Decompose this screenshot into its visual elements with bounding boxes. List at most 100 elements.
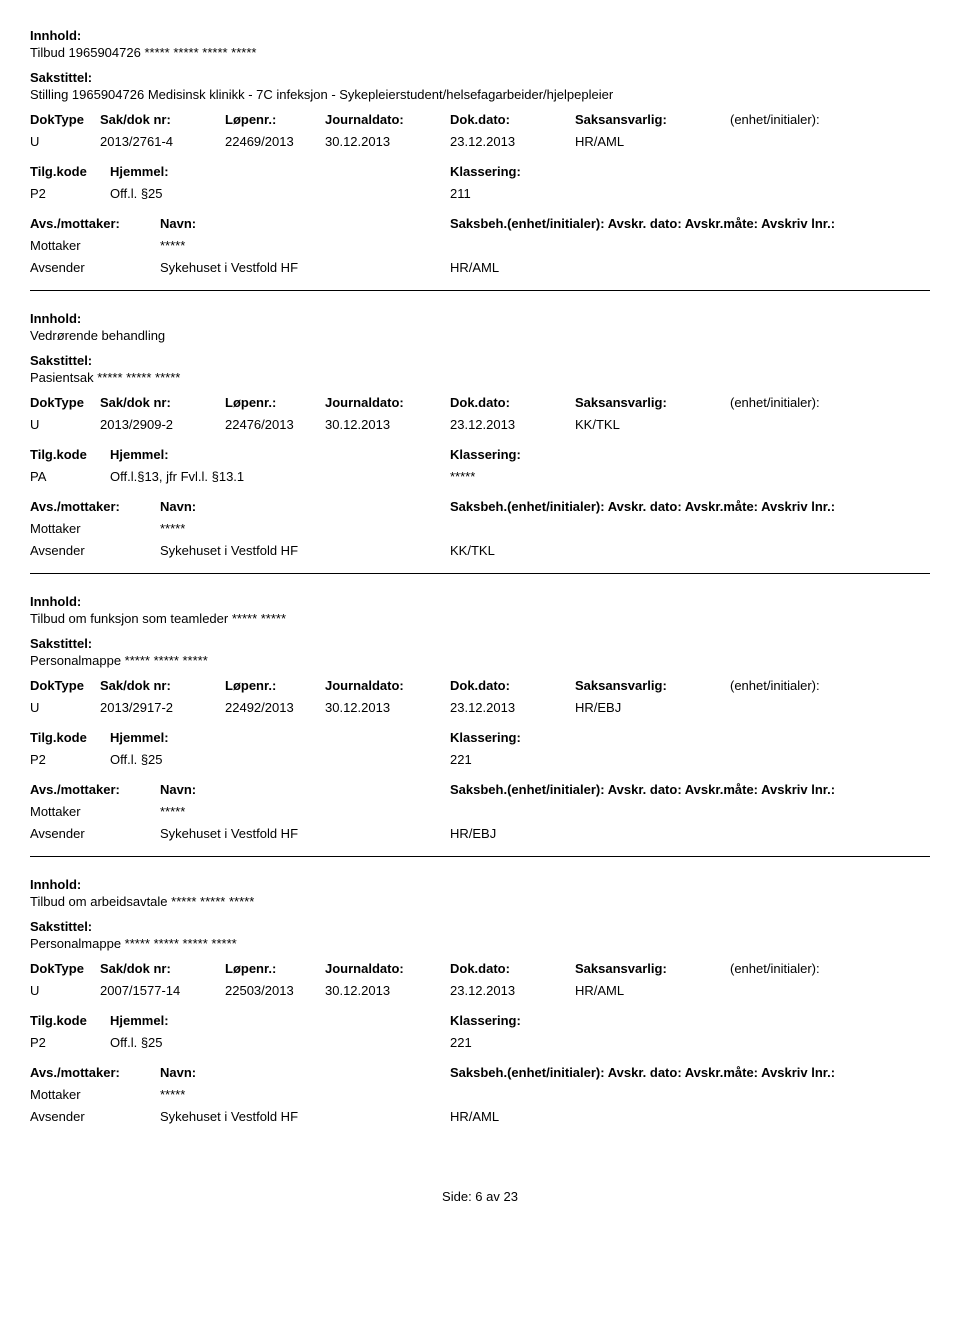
enhet-label: (enhet/initialer): xyxy=(730,678,820,693)
innhold-text: Tilbud 1965904726 ***** ***** ***** ****… xyxy=(30,45,930,60)
tilgkode-label: Tilg.kode xyxy=(30,1013,87,1028)
enhet-label: (enhet/initialer): xyxy=(730,395,820,410)
journal-record: Innhold: Tilbud om funksjon som teamlede… xyxy=(30,573,930,846)
saksansvarlig-value: HR/AML xyxy=(575,134,624,149)
header-row-3: Avs./mottaker: Navn: Saksbeh.(enhet/init… xyxy=(30,216,930,236)
journaldato-label: Journaldato: xyxy=(325,395,404,410)
navn-label: Navn: xyxy=(160,216,196,231)
journal-record: Innhold: Tilbud om arbeidsavtale ***** *… xyxy=(30,856,930,1129)
header-row-1: DokType Sak/dok nr: Løpenr.: Journaldato… xyxy=(30,395,930,415)
navn-label: Navn: xyxy=(160,499,196,514)
sakstittel-label: Sakstittel: xyxy=(30,70,930,85)
sakstittel-label: Sakstittel: xyxy=(30,636,930,651)
header-row-2: Tilg.kode Hjemmel: Klassering: xyxy=(30,447,930,467)
lopenr-value: 22492/2013 xyxy=(225,700,294,715)
journal-record: Innhold: Tilbud 1965904726 ***** ***** *… xyxy=(30,28,930,280)
journaldato-value: 30.12.2013 xyxy=(325,983,390,998)
header-row-1: DokType Sak/dok nr: Løpenr.: Journaldato… xyxy=(30,961,930,981)
doktype-value: U xyxy=(30,700,39,715)
doktype-value: U xyxy=(30,417,39,432)
header-row-2: Tilg.kode Hjemmel: Klassering: xyxy=(30,730,930,750)
innhold-label: Innhold: xyxy=(30,594,930,609)
dokdato-value: 23.12.2013 xyxy=(450,417,515,432)
innhold-text: Vedrørende behandling xyxy=(30,328,930,343)
mottaker-name: ***** xyxy=(160,1087,185,1102)
klassering-value: ***** xyxy=(450,469,475,484)
avsender-dept: HR/EBJ xyxy=(450,826,496,841)
sakdok-label: Sak/dok nr: xyxy=(100,395,171,410)
saksansvarlig-value: HR/EBJ xyxy=(575,700,621,715)
doktype-label: DokType xyxy=(30,961,84,976)
header-row-2: Tilg.kode Hjemmel: Klassering: xyxy=(30,164,930,184)
sakdok-label: Sak/dok nr: xyxy=(100,112,171,127)
klassering-label: Klassering: xyxy=(450,447,521,462)
mottaker-row: Mottaker ***** xyxy=(30,804,930,824)
avsender-name: Sykehuset i Vestfold HF xyxy=(160,543,298,558)
enhet-label: (enhet/initialer): xyxy=(730,112,820,127)
lopenr-label: Løpenr.: xyxy=(225,678,276,693)
doktype-value: U xyxy=(30,983,39,998)
data-row-2: P2 Off.l. §25 221 xyxy=(30,1035,930,1055)
sakstittel-text: Pasientsak ***** ***** ***** xyxy=(30,370,930,385)
avsmottaker-label: Avs./mottaker: xyxy=(30,782,120,797)
saksansvarlig-label: Saksansvarlig: xyxy=(575,961,667,976)
hjemmel-label: Hjemmel: xyxy=(110,447,169,462)
avsender-name: Sykehuset i Vestfold HF xyxy=(160,260,298,275)
journaldato-label: Journaldato: xyxy=(325,112,404,127)
avsmottaker-label: Avs./mottaker: xyxy=(30,216,120,231)
avsender-name: Sykehuset i Vestfold HF xyxy=(160,1109,298,1124)
header-row-1: DokType Sak/dok nr: Løpenr.: Journaldato… xyxy=(30,678,930,698)
sakstittel-text: Personalmappe ***** ***** ***** xyxy=(30,653,930,668)
avsender-label: Avsender xyxy=(30,543,85,558)
sakdok-label: Sak/dok nr: xyxy=(100,678,171,693)
mottaker-row: Mottaker ***** xyxy=(30,1087,930,1107)
mottaker-label: Mottaker xyxy=(30,1087,81,1102)
klassering-value: 221 xyxy=(450,752,472,767)
tilgkode-label: Tilg.kode xyxy=(30,447,87,462)
header-row-1: DokType Sak/dok nr: Løpenr.: Journaldato… xyxy=(30,112,930,132)
avsender-dept: HR/AML xyxy=(450,260,499,275)
mottaker-label: Mottaker xyxy=(30,521,81,536)
sakdok-value: 2013/2917-2 xyxy=(100,700,173,715)
lopenr-value: 22469/2013 xyxy=(225,134,294,149)
tilgkode-value: P2 xyxy=(30,752,46,767)
sakstittel-label: Sakstittel: xyxy=(30,353,930,368)
sakdok-value: 2013/2761-4 xyxy=(100,134,173,149)
mottaker-name: ***** xyxy=(160,521,185,536)
avsender-label: Avsender xyxy=(30,826,85,841)
sakdok-value: 2007/1577-14 xyxy=(100,983,180,998)
hjemmel-label: Hjemmel: xyxy=(110,730,169,745)
journal-record: Innhold: Vedrørende behandling Sakstitte… xyxy=(30,290,930,563)
mottaker-name: ***** xyxy=(160,804,185,819)
hjemmel-value: Off.l. §25 xyxy=(110,1035,163,1050)
mottaker-row: Mottaker ***** xyxy=(30,238,930,258)
saksansvarlig-label: Saksansvarlig: xyxy=(575,395,667,410)
mottaker-name: ***** xyxy=(160,238,185,253)
data-row-1: U 2013/2917-2 22492/2013 30.12.2013 23.1… xyxy=(30,700,930,720)
lopenr-label: Løpenr.: xyxy=(225,961,276,976)
klassering-value: 211 xyxy=(450,186,471,201)
mottaker-label: Mottaker xyxy=(30,238,81,253)
journaldato-value: 30.12.2013 xyxy=(325,417,390,432)
data-row-1: U 2013/2761-4 22469/2013 30.12.2013 23.1… xyxy=(30,134,930,154)
hjemmel-label: Hjemmel: xyxy=(110,164,169,179)
klassering-label: Klassering: xyxy=(450,1013,521,1028)
sakdok-value: 2013/2909-2 xyxy=(100,417,173,432)
saksansvarlig-label: Saksansvarlig: xyxy=(575,112,667,127)
sakdok-label: Sak/dok nr: xyxy=(100,961,171,976)
saksansvarlig-value: HR/AML xyxy=(575,983,624,998)
innhold-text: Tilbud om arbeidsavtale ***** ***** ****… xyxy=(30,894,930,909)
journaldato-value: 30.12.2013 xyxy=(325,700,390,715)
saksbeh-label: Saksbeh.(enhet/initialer): Avskr. dato: … xyxy=(450,499,835,514)
navn-label: Navn: xyxy=(160,1065,196,1080)
avsender-row: Avsender Sykehuset i Vestfold HF HR/EBJ xyxy=(30,826,930,846)
doktype-label: DokType xyxy=(30,112,84,127)
data-row-2: P2 Off.l. §25 211 xyxy=(30,186,930,206)
journaldato-label: Journaldato: xyxy=(325,678,404,693)
dokdato-label: Dok.dato: xyxy=(450,961,510,976)
hjemmel-label: Hjemmel: xyxy=(110,1013,169,1028)
klassering-value: 221 xyxy=(450,1035,472,1050)
avsender-row: Avsender Sykehuset i Vestfold HF KK/TKL xyxy=(30,543,930,563)
avsender-dept: HR/AML xyxy=(450,1109,499,1124)
hjemmel-value: Off.l. §25 xyxy=(110,186,163,201)
